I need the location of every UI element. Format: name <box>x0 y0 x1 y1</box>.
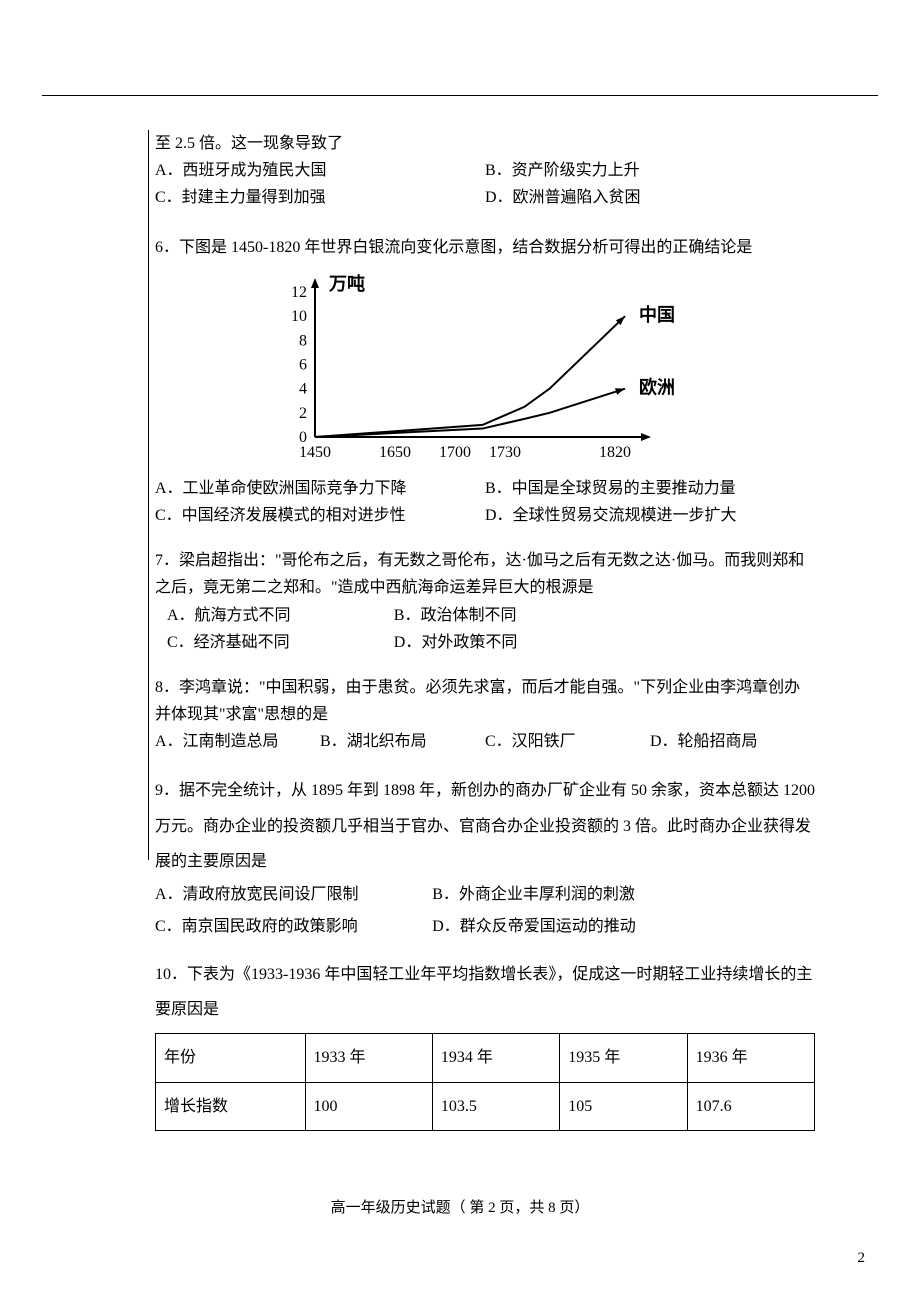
table-row: 增长指数 100 103.5 105 107.6 <box>156 1082 815 1130</box>
question-6: 6．下图是 1450-1820 年世界白银流向变化示意图，结合数据分析可得出的正… <box>155 234 815 530</box>
q8-stem: 8．李鸿章说："中国积弱，由于患贫。必须先求富，而后才能自强。"下列企业由李鸿章… <box>155 674 815 728</box>
q8-optD: D．轮船招商局 <box>650 728 815 755</box>
question-9: 9．据不完全统计，从 1895 年到 1898 年，新创办的商办厂矿企业有 50… <box>155 773 815 943</box>
svg-text:12: 12 <box>291 284 307 301</box>
page-number: 2 <box>858 1250 866 1267</box>
q6-stem: 6．下图是 1450-1820 年世界白银流向变化示意图，结合数据分析可得出的正… <box>155 234 815 261</box>
svg-text:万吨: 万吨 <box>328 273 365 294</box>
svg-text:1730: 1730 <box>489 444 521 461</box>
page-footer: 高一年级历史试题（ 第 2 页，共 8 页） <box>0 1196 920 1217</box>
th-year: 年份 <box>156 1034 306 1082</box>
q7-optB: B．政治体制不同 <box>394 602 621 629</box>
q8-optC: C．汉阳铁厂 <box>485 728 650 755</box>
svg-text:6: 6 <box>299 356 307 373</box>
q7-optD: D．对外政策不同 <box>394 629 621 656</box>
top-rule <box>42 95 878 96</box>
q5-stem-cont: 至 2.5 倍。这一现象导致了 <box>155 130 815 157</box>
q9-stem: 9．据不完全统计，从 1895 年到 1898 年，新创办的商办厂矿企业有 50… <box>155 773 815 879</box>
td-label: 增长指数 <box>156 1082 306 1130</box>
th-1934: 1934 年 <box>432 1034 559 1082</box>
q9-optA: A．清政府放宽民间设厂限制 <box>155 879 432 911</box>
th-1935: 1935 年 <box>560 1034 687 1082</box>
svg-text:1820: 1820 <box>599 444 631 461</box>
svg-text:中国: 中国 <box>639 304 675 325</box>
th-1933: 1933 年 <box>305 1034 432 1082</box>
q7-optC: C．经济基础不同 <box>167 629 394 656</box>
q5-optC: C．封建主力量得到加强 <box>155 184 485 211</box>
td-1934: 103.5 <box>432 1082 559 1130</box>
q7-stem: 7．梁启超指出："哥伦布之后，有无数之哥伦布，达·伽马之后有无数之达·伽马。而我… <box>155 547 815 601</box>
q6-optA: A．工业革命使欧洲国际竞争力下降 <box>155 475 485 502</box>
th-1936: 1936 年 <box>687 1034 814 1082</box>
svg-text:2: 2 <box>299 405 307 422</box>
td-1936: 107.6 <box>687 1082 814 1130</box>
q6-chart: 024681012万吨14501650170017301820中国欧洲 <box>255 267 715 467</box>
svg-text:10: 10 <box>291 308 307 325</box>
svg-text:4: 4 <box>299 380 307 397</box>
q9-optC: C．南京国民政府的政策影响 <box>155 911 432 943</box>
q8-optB: B．湖北织布局 <box>320 728 485 755</box>
document-body: 至 2.5 倍。这一现象导致了 A．西班牙成为殖民大国 B．资产阶级实力上升 C… <box>155 130 815 1145</box>
q5-optA: A．西班牙成为殖民大国 <box>155 157 485 184</box>
margin-rule <box>148 130 149 860</box>
svg-text:1450: 1450 <box>299 444 331 461</box>
question-7: 7．梁启超指出："哥伦布之后，有无数之哥伦布，达·伽马之后有无数之达·伽马。而我… <box>155 547 815 656</box>
td-1935: 105 <box>560 1082 687 1130</box>
svg-text:1700: 1700 <box>439 444 471 461</box>
svg-text:欧洲: 欧洲 <box>639 376 675 397</box>
q5-optD: D．欧洲普遍陷入贫困 <box>485 184 815 211</box>
q9-optB: B．外商企业丰厚利润的刺激 <box>432 879 762 911</box>
question-5: 至 2.5 倍。这一现象导致了 A．西班牙成为殖民大国 B．资产阶级实力上升 C… <box>155 130 815 212</box>
svg-text:1650: 1650 <box>379 444 411 461</box>
question-10: 10．下表为《1933-1936 年中国轻工业年平均指数增长表》，促成这一时期轻… <box>155 957 815 1131</box>
q6-optC: C．中国经济发展模式的相对进步性 <box>155 502 485 529</box>
q10-table: 年份 1933 年 1934 年 1935 年 1936 年 增长指数 100 … <box>155 1033 815 1130</box>
q5-optB: B．资产阶级实力上升 <box>485 157 815 184</box>
q8-optA: A．江南制造总局 <box>155 728 320 755</box>
svg-text:8: 8 <box>299 332 307 349</box>
q9-optD: D．群众反帝爱国运动的推动 <box>432 911 762 943</box>
question-8: 8．李鸿章说："中国积弱，由于患贫。必须先求富，而后才能自强。"下列企业由李鸿章… <box>155 674 815 756</box>
q6-optD: D．全球性贸易交流规模进一步扩大 <box>485 502 815 529</box>
td-1933: 100 <box>305 1082 432 1130</box>
table-row: 年份 1933 年 1934 年 1935 年 1936 年 <box>156 1034 815 1082</box>
q10-stem: 10．下表为《1933-1936 年中国轻工业年平均指数增长表》，促成这一时期轻… <box>155 957 815 1027</box>
q7-optA: A．航海方式不同 <box>167 602 394 629</box>
q6-optB: B．中国是全球贸易的主要推动力量 <box>485 475 815 502</box>
